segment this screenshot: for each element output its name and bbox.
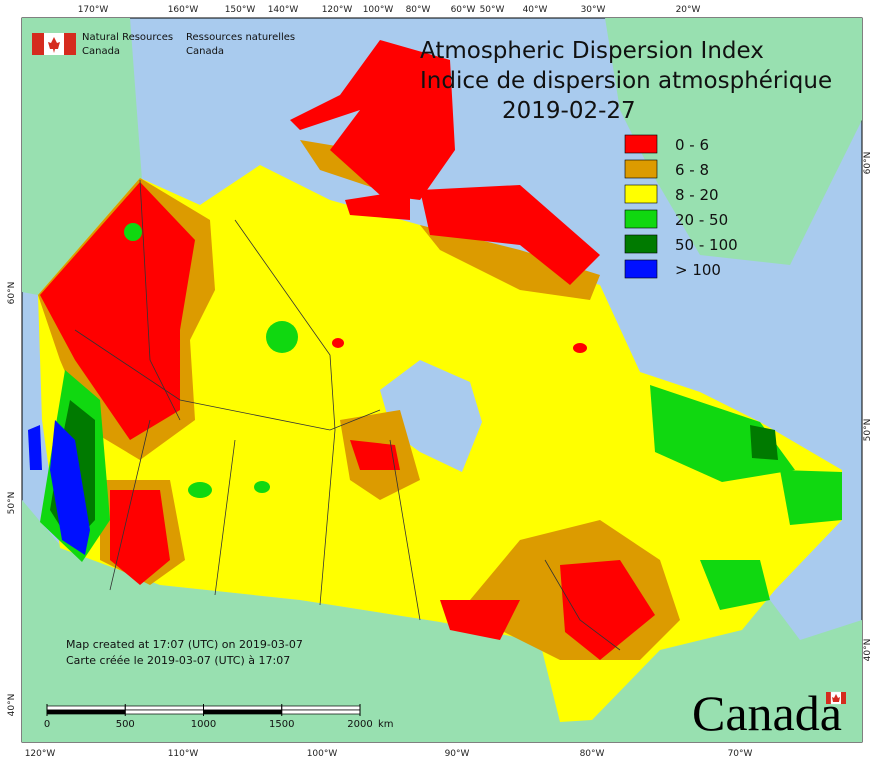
legend-label: 50 - 100 [675,236,738,254]
scale-tick-label: 0 [44,719,50,730]
index-area [290,40,455,200]
graticule-label-bottom: 80°W [580,749,605,759]
graticule-label-top: 30°W [581,5,606,15]
legend-label: 6 - 8 [675,161,709,179]
graticule-label-bottom: 120°W [25,749,56,759]
scale-segment [281,705,361,711]
index-area [28,425,42,470]
legend-label: > 100 [675,261,721,279]
graticule-label-left: 40°N [7,694,17,717]
legend-swatch [624,259,658,279]
title-en: Atmospheric Dispersion Index [420,38,764,64]
org-en-line2: Canada [82,46,120,57]
usa [22,500,862,742]
scale-segment [124,709,204,715]
graticule-label-top: 150°W [225,5,256,15]
index-area [332,338,344,348]
scale-segment [281,709,361,715]
scale-tick-label: 1000 [191,719,216,730]
index-area [124,223,142,241]
index-area [40,182,195,440]
wordmark-text: Canada [692,685,842,741]
org-fr-line2: Canada [186,46,224,57]
note-en: Map created at 17:07 (UTC) on 2019-03-07 [66,638,303,651]
graticule-label-bottom: 90°W [445,749,470,759]
index-area [345,190,410,220]
index-area [350,440,400,470]
legend-label: 8 - 20 [675,186,719,204]
graticule-label-top: 40°W [523,5,548,15]
graticule-label-bottom: 100°W [307,749,338,759]
title-fr: Indice de dispersion atmosphérique [420,68,832,94]
graticule-label-top: 140°W [268,5,299,15]
graticule-label-top: 80°W [406,5,431,15]
graticule-label-right: 60°N [863,152,873,175]
org-fr-line1: Ressources naturelles [186,32,295,43]
alaska [22,18,142,295]
legend-swatch [624,234,658,254]
index-area [560,560,655,660]
index-area [780,470,842,525]
graticule-label-top: 60°W [451,5,476,15]
graticule-label-left: 60°N [7,282,17,305]
map-date: 2019-02-27 [502,98,636,124]
index-area [266,321,298,353]
scale-segment [46,705,126,711]
graticule-label-top: 160°W [168,5,199,15]
greenland [605,18,862,265]
scale-tick-label: 500 [116,719,135,730]
note-fr: Carte créée le 2019-03-07 (UTC) à 17:07 [66,654,290,667]
scale-tick-label: 2000 [347,719,372,730]
legend-label: 0 - 6 [675,136,709,154]
scale-segment [46,709,126,715]
hudson-bay [380,360,482,472]
graticule-label-top: 120°W [322,5,353,15]
fip-flag [32,33,76,55]
graticule-label-top: 20°W [676,5,701,15]
legend-swatch [624,134,658,154]
scale-tick-label: 1500 [269,719,294,730]
graticule-label-top: 170°W [78,5,109,15]
legend-swatch [624,184,658,204]
legend-swatch [624,209,658,229]
legend-swatch [624,159,658,179]
index-area [440,600,520,640]
graticule-label-right: 40°N [863,639,873,662]
index-area [188,482,212,498]
legend-label: 20 - 50 [675,211,728,229]
graticule-label-right: 50°N [863,419,873,442]
scale-segment [124,705,204,711]
borders [74,179,621,651]
scale-segment [203,709,283,715]
graticule-label-bottom: 110°W [168,749,199,759]
graticule-label-top: 100°W [363,5,394,15]
index-area [420,225,600,300]
scale-unit: km [378,719,394,730]
scale-segment [203,705,283,711]
index-area [573,343,587,353]
org-en-line1: Natural Resources [82,32,173,43]
index-area [750,425,778,460]
graticule-label-left: 50°N [7,492,17,515]
index-area [420,185,600,285]
graticule-label-top: 50°W [480,5,505,15]
index-area [50,420,90,555]
index-area [254,481,270,493]
index-area [110,490,170,585]
index-area [700,560,770,610]
wordmark: Canada [692,685,846,741]
graticule-label-bottom: 70°W [728,749,753,759]
